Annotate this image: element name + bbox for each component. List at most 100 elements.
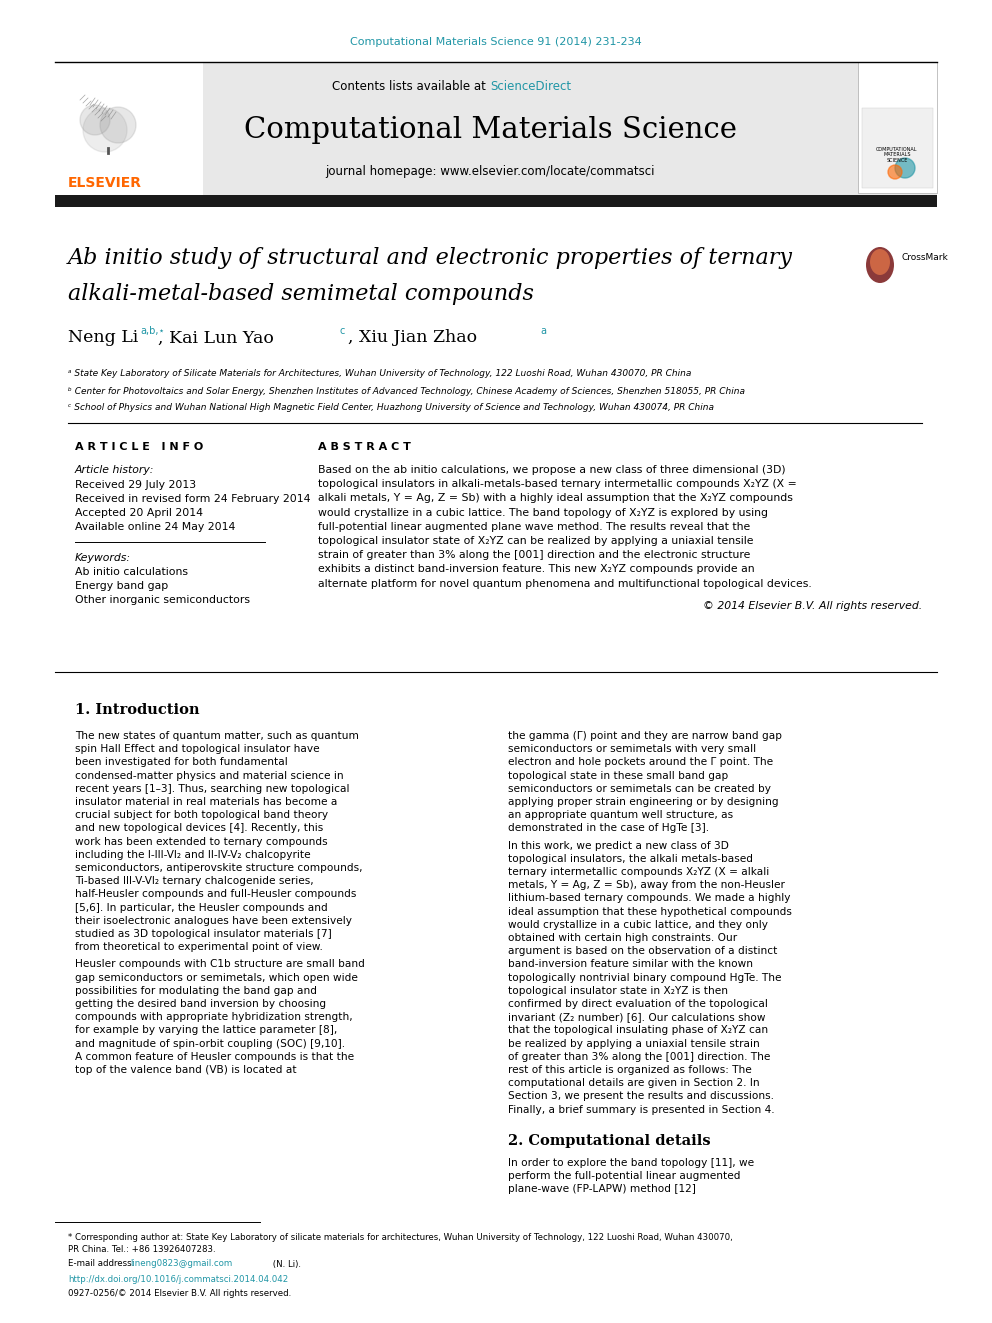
Text: Computational Materials Science: Computational Materials Science [243, 116, 736, 144]
Bar [55, 62, 937, 194]
Text: alkali-metal-based semimetal compounds: alkali-metal-based semimetal compounds [68, 283, 534, 306]
Text: and magnitude of spin-orbit coupling (SOC) [9,10].: and magnitude of spin-orbit coupling (SO… [75, 1039, 345, 1049]
Text: metals, Y = Ag, Z = Sb), away from the non-Heusler: metals, Y = Ag, Z = Sb), away from the n… [508, 880, 785, 890]
Text: CrossMark: CrossMark [902, 253, 948, 262]
Circle shape [83, 108, 127, 152]
Text: , Xiu Jian Zhao: , Xiu Jian Zhao [348, 329, 477, 347]
Circle shape [100, 107, 136, 143]
Text: plane-wave (FP-LAPW) method [12]: plane-wave (FP-LAPW) method [12] [508, 1184, 695, 1195]
Text: applying proper strain engineering or by designing: applying proper strain engineering or by… [508, 796, 779, 807]
Text: full-potential linear augmented plane wave method. The results reveal that the: full-potential linear augmented plane wa… [318, 521, 750, 532]
Text: demonstrated in the case of HgTe [3].: demonstrated in the case of HgTe [3]. [508, 823, 709, 833]
Text: possibilities for modulating the band gap and: possibilities for modulating the band ga… [75, 986, 317, 996]
Text: , Kai Lun Yao: , Kai Lun Yao [158, 329, 274, 347]
Text: In this work, we predict a new class of 3D: In this work, we predict a new class of … [508, 840, 729, 851]
Text: Received in revised form 24 February 2014: Received in revised form 24 February 201… [75, 493, 310, 504]
Text: ScienceDirect: ScienceDirect [490, 81, 571, 94]
Text: lithium-based ternary compounds. We made a highly: lithium-based ternary compounds. We made… [508, 893, 791, 904]
Text: that the topological insulating phase of X₂YZ can: that the topological insulating phase of… [508, 1025, 768, 1036]
Text: Other inorganic semiconductors: Other inorganic semiconductors [75, 595, 250, 605]
Text: for example by varying the lattice parameter [8],: for example by varying the lattice param… [75, 1025, 337, 1036]
Text: of greater than 3% along the [001] direction. The: of greater than 3% along the [001] direc… [508, 1052, 771, 1062]
Text: Ab initio study of structural and electronic properties of ternary: Ab initio study of structural and electr… [68, 247, 793, 269]
Text: their isoelectronic analogues have been extensively: their isoelectronic analogues have been … [75, 916, 352, 926]
Text: 2. Computational details: 2. Computational details [508, 1134, 710, 1148]
Text: a: a [540, 325, 546, 336]
Text: ELSEVIER: ELSEVIER [68, 176, 142, 191]
Text: from theoretical to experimental point of view.: from theoretical to experimental point o… [75, 942, 322, 953]
Bar [55, 194, 937, 206]
Text: argument is based on the observation of a distinct: argument is based on the observation of … [508, 946, 778, 957]
Text: studied as 3D topological insulator materials [7]: studied as 3D topological insulator mate… [75, 929, 331, 939]
Text: computational details are given in Section 2. In: computational details are given in Secti… [508, 1078, 760, 1089]
Text: The new states of quantum matter, such as quantum: The new states of quantum matter, such a… [75, 732, 359, 741]
Text: ᶜ School of Physics and Wuhan National High Magnetic Field Center, Huazhong Univ: ᶜ School of Physics and Wuhan National H… [68, 404, 714, 413]
Circle shape [895, 157, 915, 179]
Text: perform the full-potential linear augmented: perform the full-potential linear augmen… [508, 1171, 740, 1181]
Text: E-mail address:: E-mail address: [68, 1259, 137, 1269]
Text: the gamma (Γ) point and they are narrow band gap: the gamma (Γ) point and they are narrow … [508, 732, 782, 741]
Text: insulator material in real materials has become a: insulator material in real materials has… [75, 796, 337, 807]
Text: obtained with certain high constraints. Our: obtained with certain high constraints. … [508, 933, 737, 943]
Text: band-inversion feature similar with the known: band-inversion feature similar with the … [508, 959, 753, 970]
Text: Energy band gap: Energy band gap [75, 581, 169, 591]
Text: confirmed by direct evaluation of the topological: confirmed by direct evaluation of the to… [508, 999, 768, 1009]
Text: ᵇ Center for Photovoltaics and Solar Energy, Shenzhen Institutes of Advanced Tec: ᵇ Center for Photovoltaics and Solar Ene… [68, 386, 745, 396]
Text: topologically nontrivial binary compound HgTe. The: topologically nontrivial binary compound… [508, 972, 782, 983]
Text: rest of this article is organized as follows: The: rest of this article is organized as fol… [508, 1065, 752, 1076]
Text: Computational Materials Science 91 (2014) 231-234: Computational Materials Science 91 (2014… [350, 37, 642, 48]
Text: lineng0823@gmail.com: lineng0823@gmail.com [130, 1259, 232, 1269]
Text: top of the valence band (VB) is located at: top of the valence band (VB) is located … [75, 1065, 297, 1076]
Text: Heusler compounds with C1b structure are small band: Heusler compounds with C1b structure are… [75, 959, 365, 970]
Text: Neng Li: Neng Li [68, 329, 138, 347]
Text: topological state in these small band gap: topological state in these small band ga… [508, 770, 728, 781]
Text: recent years [1–3]. Thus, searching new topological: recent years [1–3]. Thus, searching new … [75, 783, 349, 794]
Text: alkali metals, Y = Ag, Z = Sb) with a highly ideal assumption that the X₂YZ comp: alkali metals, Y = Ag, Z = Sb) with a hi… [318, 493, 793, 503]
Text: * Corresponding author at: State Key Laboratory of silicate materials for archit: * Corresponding author at: State Key Lab… [68, 1233, 733, 1242]
Text: a,b,⋆: a,b,⋆ [140, 325, 165, 336]
Text: spin Hall Effect and topological insulator have: spin Hall Effect and topological insulat… [75, 745, 319, 754]
Text: an appropriate quantum well structure, as: an appropriate quantum well structure, a… [508, 810, 733, 820]
Text: © 2014 Elsevier B.V. All rights reserved.: © 2014 Elsevier B.V. All rights reserved… [702, 601, 922, 611]
Text: compounds with appropriate hybridization strength,: compounds with appropriate hybridization… [75, 1012, 352, 1023]
Text: condensed-matter physics and material science in: condensed-matter physics and material sc… [75, 770, 343, 781]
Text: 0927-0256/© 2014 Elsevier B.V. All rights reserved.: 0927-0256/© 2014 Elsevier B.V. All right… [68, 1290, 292, 1298]
Ellipse shape [870, 249, 890, 275]
Text: A R T I C L E   I N F O: A R T I C L E I N F O [75, 442, 203, 452]
Text: Available online 24 May 2014: Available online 24 May 2014 [75, 523, 235, 532]
Text: and new topological devices [4]. Recently, this: and new topological devices [4]. Recentl… [75, 823, 323, 833]
Text: getting the desired band inversion by choosing: getting the desired band inversion by ch… [75, 999, 326, 1009]
Text: Finally, a brief summary is presented in Section 4.: Finally, a brief summary is presented in… [508, 1105, 775, 1114]
Text: journal homepage: www.elsevier.com/locate/commatsci: journal homepage: www.elsevier.com/locat… [325, 165, 655, 179]
Text: Ab initio calculations: Ab initio calculations [75, 568, 188, 577]
Text: semiconductors or semimetals with very small: semiconductors or semimetals with very s… [508, 745, 756, 754]
Text: http://dx.doi.org/10.1016/j.commatsci.2014.04.042: http://dx.doi.org/10.1016/j.commatsci.20… [68, 1275, 289, 1285]
Bar [858, 62, 937, 193]
Text: crucial subject for both topological band theory: crucial subject for both topological ban… [75, 810, 328, 820]
Text: Based on the ab initio calculations, we propose a new class of three dimensional: Based on the ab initio calculations, we … [318, 464, 786, 475]
Text: alternate platform for novel quantum phenomena and multifunctional topological d: alternate platform for novel quantum phe… [318, 578, 811, 589]
Text: Keywords:: Keywords: [75, 553, 131, 564]
Text: be realized by applying a uniaxial tensile strain: be realized by applying a uniaxial tensi… [508, 1039, 760, 1049]
Ellipse shape [866, 247, 894, 283]
Text: (N. Li).: (N. Li). [270, 1259, 301, 1269]
Text: topological insulators in alkali-metals-based ternary intermetallic compounds X₂: topological insulators in alkali-metals-… [318, 479, 797, 490]
Circle shape [80, 105, 110, 135]
Text: work has been extended to ternary compounds: work has been extended to ternary compou… [75, 836, 327, 847]
Bar [55, 62, 203, 194]
Text: would crystallize in a cubic lattice. The band topology of X₂YZ is explored by u: would crystallize in a cubic lattice. Th… [318, 508, 768, 517]
Text: electron and hole pockets around the Γ point. The: electron and hole pockets around the Γ p… [508, 757, 773, 767]
Text: Contents lists available at: Contents lists available at [332, 81, 490, 94]
Text: half-Heusler compounds and full-Heusler compounds: half-Heusler compounds and full-Heusler … [75, 889, 356, 900]
Circle shape [888, 165, 902, 179]
Text: PR China. Tel.: +86 13926407283.: PR China. Tel.: +86 13926407283. [68, 1245, 215, 1254]
Text: been investigated for both fundamental: been investigated for both fundamental [75, 757, 288, 767]
Text: Received 29 July 2013: Received 29 July 2013 [75, 480, 196, 490]
Text: gap semiconductors or semimetals, which open wide: gap semiconductors or semimetals, which … [75, 972, 358, 983]
Text: A B S T R A C T: A B S T R A C T [318, 442, 411, 452]
Text: 1. Introduction: 1. Introduction [75, 703, 199, 717]
Text: Ti-based III-V-VI₂ ternary chalcogenide series,: Ti-based III-V-VI₂ ternary chalcogenide … [75, 876, 313, 886]
Text: exhibits a distinct band-inversion feature. This new X₂YZ compounds provide an: exhibits a distinct band-inversion featu… [318, 565, 755, 574]
Text: topological insulator state of X₂YZ can be realized by applying a uniaxial tensi: topological insulator state of X₂YZ can … [318, 536, 754, 546]
Text: Accepted 20 April 2014: Accepted 20 April 2014 [75, 508, 203, 519]
